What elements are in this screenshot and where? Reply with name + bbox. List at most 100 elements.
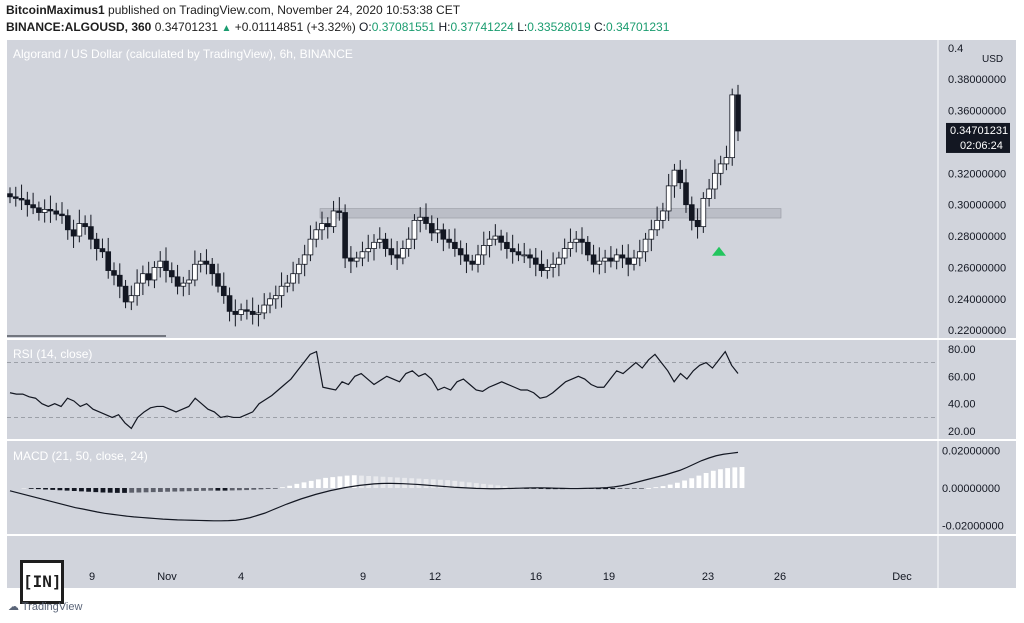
candle-body: [186, 279, 192, 284]
macd-histogram-bar: [179, 488, 185, 492]
rsi-title: RSI (14, close): [13, 347, 92, 361]
candle-body: [261, 304, 268, 314]
macd-histogram-bar: [538, 488, 544, 489]
tradingview-logo-text: TradingView: [21, 601, 83, 613]
macd-histogram-bar: [258, 488, 264, 490]
candle-body: [382, 238, 389, 249]
macd-histogram-bar: [732, 467, 738, 488]
open-value: 0.37081551: [371, 20, 436, 34]
time-tick-label: 9: [360, 571, 366, 583]
time-axis-labels: 9 Nov 4 9 12 16 19 23 26 Dec: [89, 571, 912, 583]
candle-body: [348, 257, 354, 262]
candle-body: [723, 157, 730, 165]
macd-tick-label: -0.02000000: [942, 521, 1004, 533]
candle-body: [660, 210, 666, 221]
time-tick-label: 19: [603, 571, 615, 583]
macd-tick-label: 0.00000000: [942, 483, 1000, 495]
macd-group: [9, 451, 745, 522]
macd-histogram-bar: [86, 488, 92, 492]
candle-body: [36, 207, 42, 213]
candle-body: [82, 223, 88, 228]
macd-histogram-bar: [315, 479, 321, 488]
macd-histogram-bar: [380, 476, 386, 488]
candle-body: [168, 270, 175, 278]
candle-body: [608, 257, 614, 262]
macd-histogram-bar: [215, 488, 221, 491]
high-value: 0.37741224: [450, 20, 514, 34]
macd-histogram-bar: [495, 485, 501, 488]
macd-histogram-bar: [624, 488, 630, 489]
macd-histogram-bar: [459, 481, 465, 488]
candle-body: [41, 208, 48, 213]
macd-histogram-bar: [165, 488, 170, 492]
macd-histogram-bar: [394, 477, 400, 488]
candle-body: [400, 248, 406, 259]
candle-body: [475, 254, 481, 265]
macd-histogram-bar: [387, 477, 393, 488]
candle-body: [284, 282, 291, 287]
candle-body: [452, 241, 458, 249]
macd-histogram-bar: [660, 486, 666, 488]
time-pane-background: [7, 536, 938, 588]
candle-body: [88, 226, 94, 240]
macd-histogram-bar: [21, 488, 27, 489]
macd-histogram-bar: [64, 488, 70, 491]
macd-histogram-bar: [696, 475, 702, 488]
macd-histogram-bar: [79, 488, 84, 492]
open-label: O:: [359, 20, 372, 34]
macd-histogram-bar: [689, 478, 695, 488]
macd-histogram-bar: [430, 479, 436, 488]
macd-histogram-bar: [287, 485, 293, 488]
macd-histogram-bar: [57, 488, 63, 491]
rsi-tick-label: 60.00: [948, 371, 976, 383]
publisher-name[interactable]: BitcoinMaximus1: [6, 3, 105, 17]
macd-histogram-bar: [473, 483, 479, 488]
candle-body: [619, 254, 626, 259]
candle-body: [417, 216, 424, 221]
macd-histogram-bar: [107, 488, 113, 493]
candle-body: [53, 210, 60, 215]
candle-body: [330, 210, 337, 228]
price-tick-label: 0.30000000: [948, 200, 1006, 212]
candle-body: [579, 238, 585, 243]
candle-body: [590, 254, 597, 265]
macd-histogram-bar: [100, 488, 106, 493]
macd-histogram-bar: [129, 488, 135, 493]
watermark-logo: [IN]: [20, 560, 64, 604]
tradingview-cloud-icon: ☁: [8, 601, 19, 613]
candle-body: [677, 169, 684, 184]
candle-body: [203, 260, 210, 265]
time-tick-label: 16: [530, 571, 542, 583]
macd-histogram-bar: [488, 484, 494, 488]
candle-body: [244, 309, 250, 312]
candle-body: [706, 188, 712, 199]
candle-body: [30, 204, 36, 209]
candle-body: [423, 216, 429, 224]
main-pane-background: [7, 40, 938, 338]
price-tag-countdown: 02:06:24: [960, 140, 1003, 152]
candle-body: [648, 229, 655, 240]
high-label: H:: [438, 20, 451, 34]
macd-histogram-bar: [244, 488, 249, 491]
macd-histogram-bar: [337, 476, 343, 488]
candle-body: [717, 163, 724, 174]
candle-body: [602, 257, 608, 262]
candle-body: [550, 263, 556, 268]
macd-histogram-bar: [710, 470, 716, 488]
candle-body: [567, 241, 574, 249]
time-tick-label: 26: [774, 571, 786, 583]
price-axis-labels: 0.22000000 0.24000000 0.26000000 0.28000000…: [948, 74, 1006, 337]
up-triangle-icon: ▲: [221, 23, 232, 34]
candle-body: [24, 199, 31, 206]
macd-histogram-bar: [280, 487, 285, 489]
candle-body: [521, 254, 528, 257]
macd-histogram-bar: [667, 484, 673, 488]
candle-body: [625, 257, 632, 265]
candle-body: [394, 254, 400, 259]
low-label: L:: [517, 20, 528, 34]
time-tick-label: Nov: [157, 571, 177, 583]
candle-body: [486, 238, 493, 246]
macd-histogram-bar: [93, 488, 99, 493]
macd-line: [9, 451, 739, 522]
